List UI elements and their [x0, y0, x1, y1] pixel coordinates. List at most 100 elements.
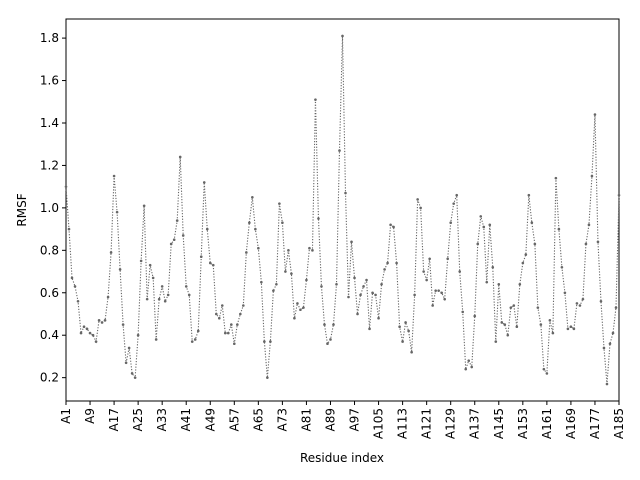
data-point [590, 174, 594, 178]
data-point [121, 323, 125, 326]
data-point [103, 319, 107, 322]
data-point [172, 238, 176, 242]
data-point [572, 327, 576, 331]
data-point [293, 316, 296, 320]
data-point [245, 251, 248, 254]
data-point [587, 223, 591, 227]
data-point [76, 299, 80, 303]
data-point [242, 304, 245, 307]
data-point [371, 291, 374, 295]
data-point [386, 261, 389, 265]
data-point [329, 338, 332, 341]
data-point [470, 365, 474, 369]
data-point [190, 340, 194, 343]
data-point [217, 316, 221, 320]
data-point [257, 246, 260, 250]
data-point [437, 289, 440, 292]
data-point [169, 242, 173, 246]
data-point [187, 293, 191, 297]
data-point [350, 240, 353, 244]
y-tick-label: 1.8 [40, 31, 59, 45]
y-tick-label: 1.2 [40, 158, 59, 172]
x-tick-label: A81 [299, 408, 313, 431]
data-point [127, 346, 131, 350]
data-point [524, 253, 528, 256]
data-point [536, 306, 540, 309]
data-point [578, 304, 582, 307]
data-point [557, 227, 561, 231]
data-point [199, 255, 203, 258]
data-point [100, 321, 104, 324]
data-point [560, 266, 564, 269]
data-point [548, 319, 552, 322]
data-point [476, 242, 480, 246]
data-point [118, 268, 122, 271]
data-point [413, 293, 416, 297]
data-point [482, 225, 486, 229]
x-tick-label: A89 [323, 408, 337, 431]
x-axis-ticks: A1 A9 A17 A25 A33 A41 A49 A57 A65 A73 A81 A89 A97 A10… [59, 401, 626, 439]
data-point [317, 217, 320, 220]
data-point [530, 221, 534, 225]
data-point [272, 289, 275, 292]
y-tick-label: 0.6 [40, 286, 59, 300]
data-point [290, 272, 293, 275]
data-point [308, 246, 311, 250]
data-point [226, 331, 230, 335]
x-tick-label: A137 [468, 408, 482, 439]
data-point [175, 219, 179, 222]
data-point [452, 202, 456, 205]
data-point [220, 304, 224, 307]
plot-area: 0.2 0.4 0.6 0.8 1.0 1.2 1.4 1.6 1.8 A1 A9 A17 A25 A3… [40, 18, 626, 439]
data-point [428, 257, 431, 261]
data-point [248, 221, 251, 225]
data-point [467, 359, 471, 362]
data-point [455, 193, 459, 197]
data-point [569, 325, 573, 329]
data-point [178, 155, 182, 159]
data-point [410, 350, 413, 354]
data-point [380, 282, 383, 286]
x-tick-label: A25 [131, 408, 145, 431]
y-tick-label: 1.4 [40, 116, 59, 130]
data-point [88, 331, 92, 335]
data-point [181, 234, 185, 237]
x-tick-label: A97 [348, 408, 362, 431]
data-point [160, 285, 164, 288]
data-point [145, 297, 149, 301]
rmsf-series [64, 34, 621, 386]
y-tick-label: 1.6 [40, 74, 59, 88]
data-point [404, 321, 407, 324]
data-point [205, 227, 209, 231]
data-point [263, 340, 266, 343]
data-point [443, 297, 446, 301]
x-tick-label: A177 [588, 408, 602, 439]
data-point [67, 227, 71, 231]
data-point [166, 293, 170, 297]
data-point [449, 221, 453, 225]
data-point [211, 263, 215, 267]
data-point [527, 193, 531, 197]
data-point [542, 367, 546, 371]
x-tick-label: A1 [59, 408, 73, 424]
data-point [335, 282, 338, 286]
data-point [479, 215, 483, 218]
data-point [581, 297, 585, 301]
data-point [464, 367, 468, 371]
data-point [497, 282, 501, 286]
data-point [485, 280, 489, 284]
data-point [109, 251, 113, 254]
y-axis-ticks: 0.2 0.4 0.6 0.8 1.0 1.2 1.4 1.6 1.8 [40, 31, 66, 385]
data-point [142, 204, 146, 208]
data-point [266, 376, 269, 379]
data-point [419, 206, 422, 210]
data-point [563, 291, 567, 295]
data-point [503, 323, 507, 326]
data-point [356, 312, 359, 316]
data-point [401, 340, 404, 343]
axes-frame [65, 18, 620, 402]
data-point [392, 225, 395, 229]
x-tick-label: A145 [492, 408, 506, 439]
data-point [97, 319, 101, 322]
data-point [302, 306, 305, 309]
